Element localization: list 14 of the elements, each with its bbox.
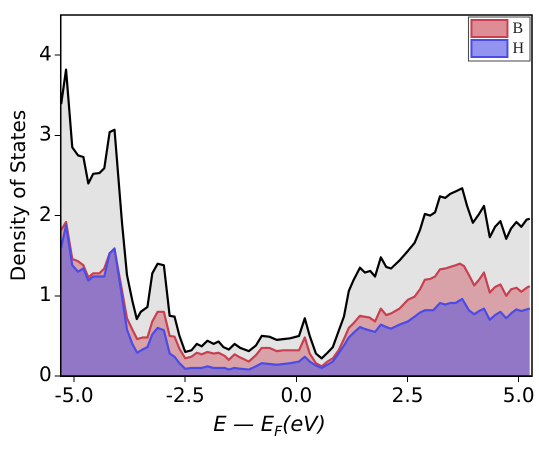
y-tick-label: 2 bbox=[38, 202, 52, 226]
x-axis-title: E — E$_{F}$(eV) bbox=[212, 412, 327, 440]
legend-label: H bbox=[512, 40, 524, 58]
x-tick-label: -5.0 bbox=[54, 383, 94, 408]
legend-label: B bbox=[512, 20, 524, 38]
x-tick-label: 0.0 bbox=[280, 383, 312, 408]
x-tick-label: 2.5 bbox=[392, 383, 424, 408]
y-tick-label: 1 bbox=[38, 282, 52, 306]
x-tick-label: -2.5 bbox=[166, 383, 205, 408]
y-axis-title: Density of States bbox=[6, 110, 30, 282]
y-tick-label: 0 bbox=[38, 362, 52, 386]
x-tick-label: 5.0 bbox=[502, 383, 535, 408]
y-tick-label: 3 bbox=[38, 122, 52, 146]
y-tick-label: 4 bbox=[38, 41, 52, 66]
